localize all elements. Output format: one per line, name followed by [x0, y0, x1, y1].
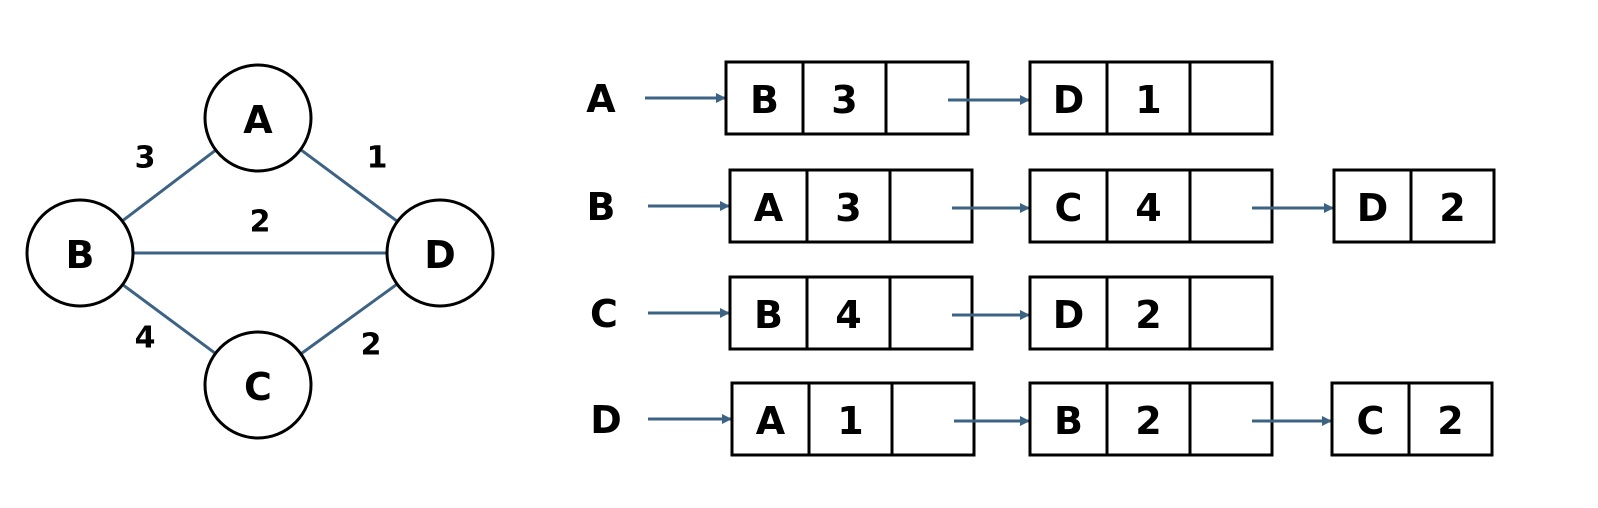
graph-node-b: B	[25, 198, 135, 308]
edge-weight-a-b: 3	[135, 141, 156, 176]
node-label: A	[243, 98, 273, 142]
graph-edges: 3 1 2 4 2	[121, 141, 399, 363]
neighbor-cell: D	[1053, 78, 1085, 122]
node-box	[1028, 381, 1274, 457]
node-box	[1332, 168, 1496, 244]
neighbor-cell: A	[754, 186, 784, 230]
node-box	[1330, 381, 1494, 457]
weight-cell: 2	[1135, 399, 1161, 443]
edge-weight-a-d: 1	[367, 141, 388, 176]
neighbor-cell: B	[754, 293, 783, 337]
row-vertex-label: A	[586, 77, 616, 121]
edge-a-d	[299, 148, 399, 223]
weight-cell: 2	[1135, 293, 1161, 337]
graph-node-c: C	[203, 330, 313, 440]
node-label: B	[66, 233, 95, 277]
edge-a-b	[121, 148, 217, 223]
node-box	[724, 60, 970, 136]
node-box	[1028, 60, 1274, 136]
row-vertex-label: B	[587, 185, 616, 229]
graph-node-a: A	[203, 63, 313, 173]
weight-cell: 1	[1135, 78, 1161, 122]
row-vertex-label: D	[590, 398, 622, 442]
neighbor-cell: C	[1055, 186, 1083, 230]
edge-weight-b-c: 4	[135, 321, 156, 356]
adjacency-list: A B 3 D 1B A 3 C 4 D 2C B 4 D 2D A 1 B 2 C 2	[586, 60, 1496, 457]
node-box	[728, 275, 974, 351]
weight-cell: 4	[835, 293, 861, 337]
weight-cell: 2	[1439, 186, 1465, 230]
graph-nodes: A B C D	[25, 63, 495, 440]
graph-node-d: D	[385, 198, 495, 308]
neighbor-cell: C	[1357, 399, 1385, 443]
node-circle	[203, 63, 313, 173]
weight-cell: 2	[1437, 399, 1463, 443]
edge-weight-b-d: 2	[250, 205, 271, 240]
node-box	[730, 381, 976, 457]
node-box	[728, 168, 974, 244]
neighbor-cell: D	[1053, 293, 1085, 337]
node-box	[1028, 275, 1274, 351]
edge-b-c	[121, 283, 217, 355]
node-circle	[203, 330, 313, 440]
node-label: D	[424, 233, 456, 277]
weight-cell: 3	[835, 186, 861, 230]
node-circle	[25, 198, 135, 308]
neighbor-cell: D	[1357, 186, 1389, 230]
neighbor-cell: A	[756, 399, 786, 443]
weight-cell: 1	[837, 399, 863, 443]
row-vertex-label: C	[590, 292, 618, 336]
weight-cell: 4	[1135, 186, 1161, 230]
node-circle	[385, 198, 495, 308]
node-box	[1028, 168, 1274, 244]
edge-c-d	[300, 282, 398, 356]
weight-cell: 3	[831, 78, 857, 122]
node-label: C	[244, 365, 272, 409]
neighbor-cell: B	[750, 78, 779, 122]
neighbor-cell: B	[1054, 399, 1083, 443]
edge-weight-c-d: 2	[361, 328, 382, 363]
